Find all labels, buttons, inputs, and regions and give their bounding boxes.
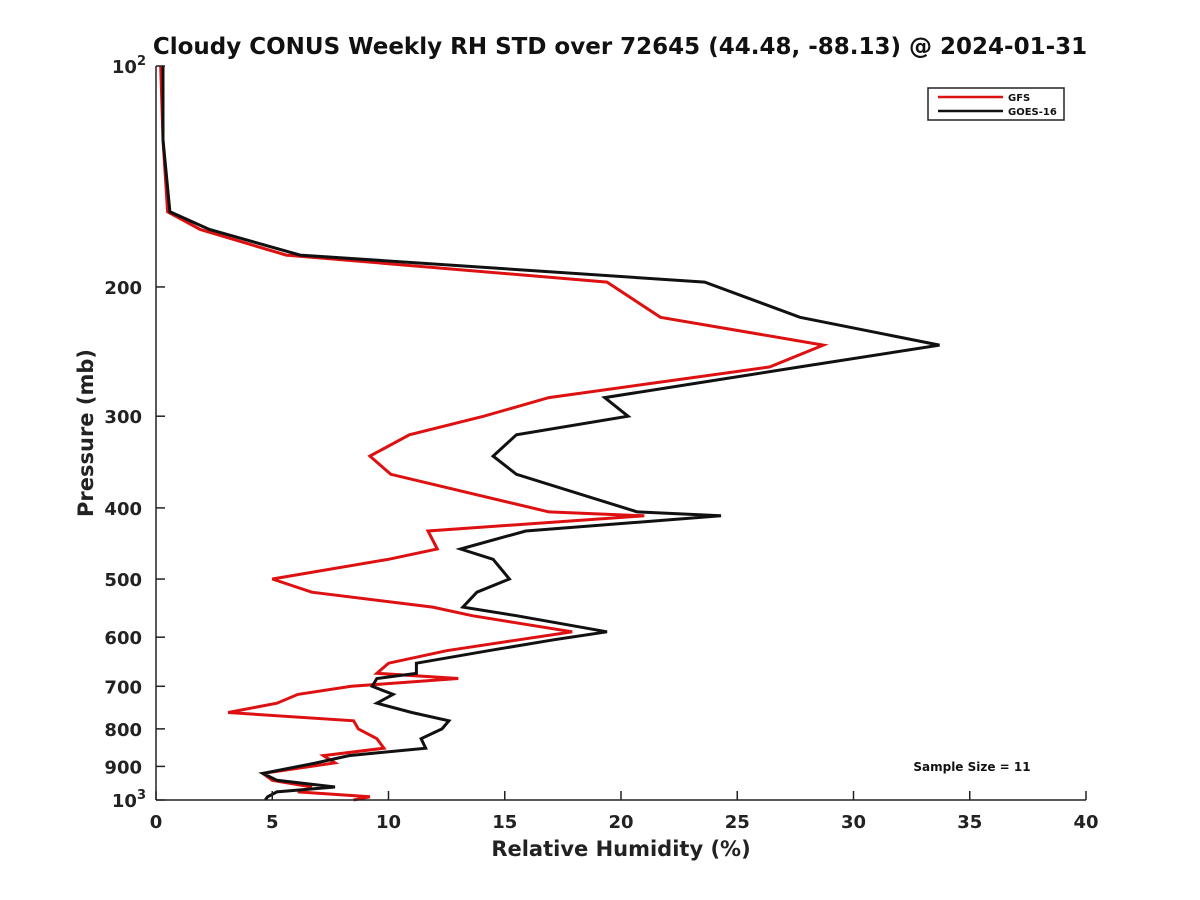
legend-label-goes16: GOES-16: [1008, 107, 1057, 118]
y-tick-label: 102: [112, 54, 146, 78]
sample-size-annotation: Sample Size = 11: [913, 760, 1030, 774]
y-tick-label: 200: [104, 278, 142, 299]
x-tick-label: 20: [608, 812, 633, 833]
x-tick-label: 40: [1073, 812, 1098, 833]
y-tick-label: 600: [104, 628, 142, 649]
y-tick-label: 900: [104, 757, 142, 778]
y-tick-label: 800: [104, 720, 142, 741]
chart-title: Cloudy CONUS Weekly RH STD over 72645 (4…: [153, 34, 1087, 60]
y-tick-exponent: 2: [137, 54, 146, 69]
y-tick-exponent: 3: [137, 788, 146, 803]
series-line-goes16: [161, 66, 940, 801]
x-tick-label: 10: [376, 812, 401, 833]
legend-label-gfs: GFS: [1008, 93, 1030, 104]
x-tick-label: 15: [492, 812, 517, 833]
legend: GFS GOES-16: [927, 87, 1065, 121]
x-axis-label: Relative Humidity (%): [491, 837, 750, 861]
y-tick-label: 103: [112, 788, 146, 812]
x-tick-label: 5: [266, 812, 279, 833]
x-tick-label: 25: [725, 812, 750, 833]
y-tick-label: 300: [104, 407, 142, 428]
y-tick-label: 700: [104, 677, 142, 698]
legend-box: [927, 87, 1065, 121]
y-tick-label: 400: [104, 499, 142, 520]
y-tick-label: 500: [104, 570, 142, 591]
x-tick-label: 0: [150, 812, 163, 833]
x-tick-label: 30: [841, 812, 866, 833]
y-axis-label: Pressure (mb): [74, 349, 98, 517]
x-tick-label: 35: [957, 812, 982, 833]
series-line-gfs: [159, 65, 829, 802]
